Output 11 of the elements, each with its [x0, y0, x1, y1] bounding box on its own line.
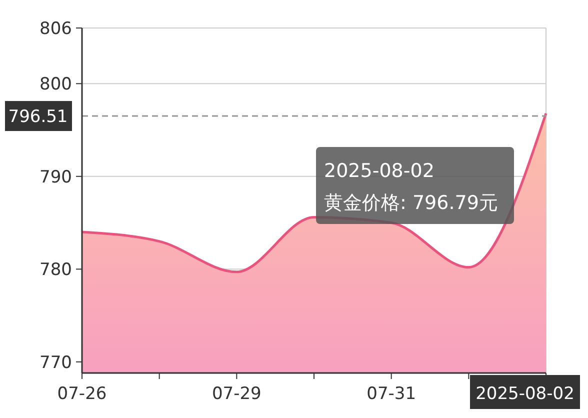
x-tick-label: 07-31: [366, 384, 416, 404]
y-tick-label: 780: [40, 260, 72, 280]
y-tick-label: 800: [40, 74, 72, 95]
y-tick-label: 790: [40, 167, 72, 188]
annotation: 2025-08-02 黄金价格: 796.79元: [324, 160, 498, 214]
y-tick-label: 770: [40, 352, 72, 373]
y-tick-label: 806: [40, 19, 72, 39]
x-tick-label: 07-29: [212, 384, 262, 404]
ref-line-label: 796.51: [8, 107, 68, 128]
x-tick-label: 2025-08-02: [476, 384, 574, 404]
x-tick-label: 07-26: [57, 384, 107, 404]
